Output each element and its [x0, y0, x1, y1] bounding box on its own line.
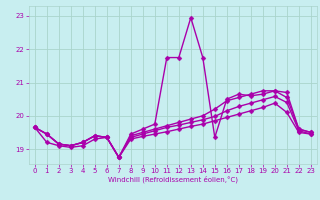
X-axis label: Windchill (Refroidissement éolien,°C): Windchill (Refroidissement éolien,°C) [108, 176, 238, 183]
